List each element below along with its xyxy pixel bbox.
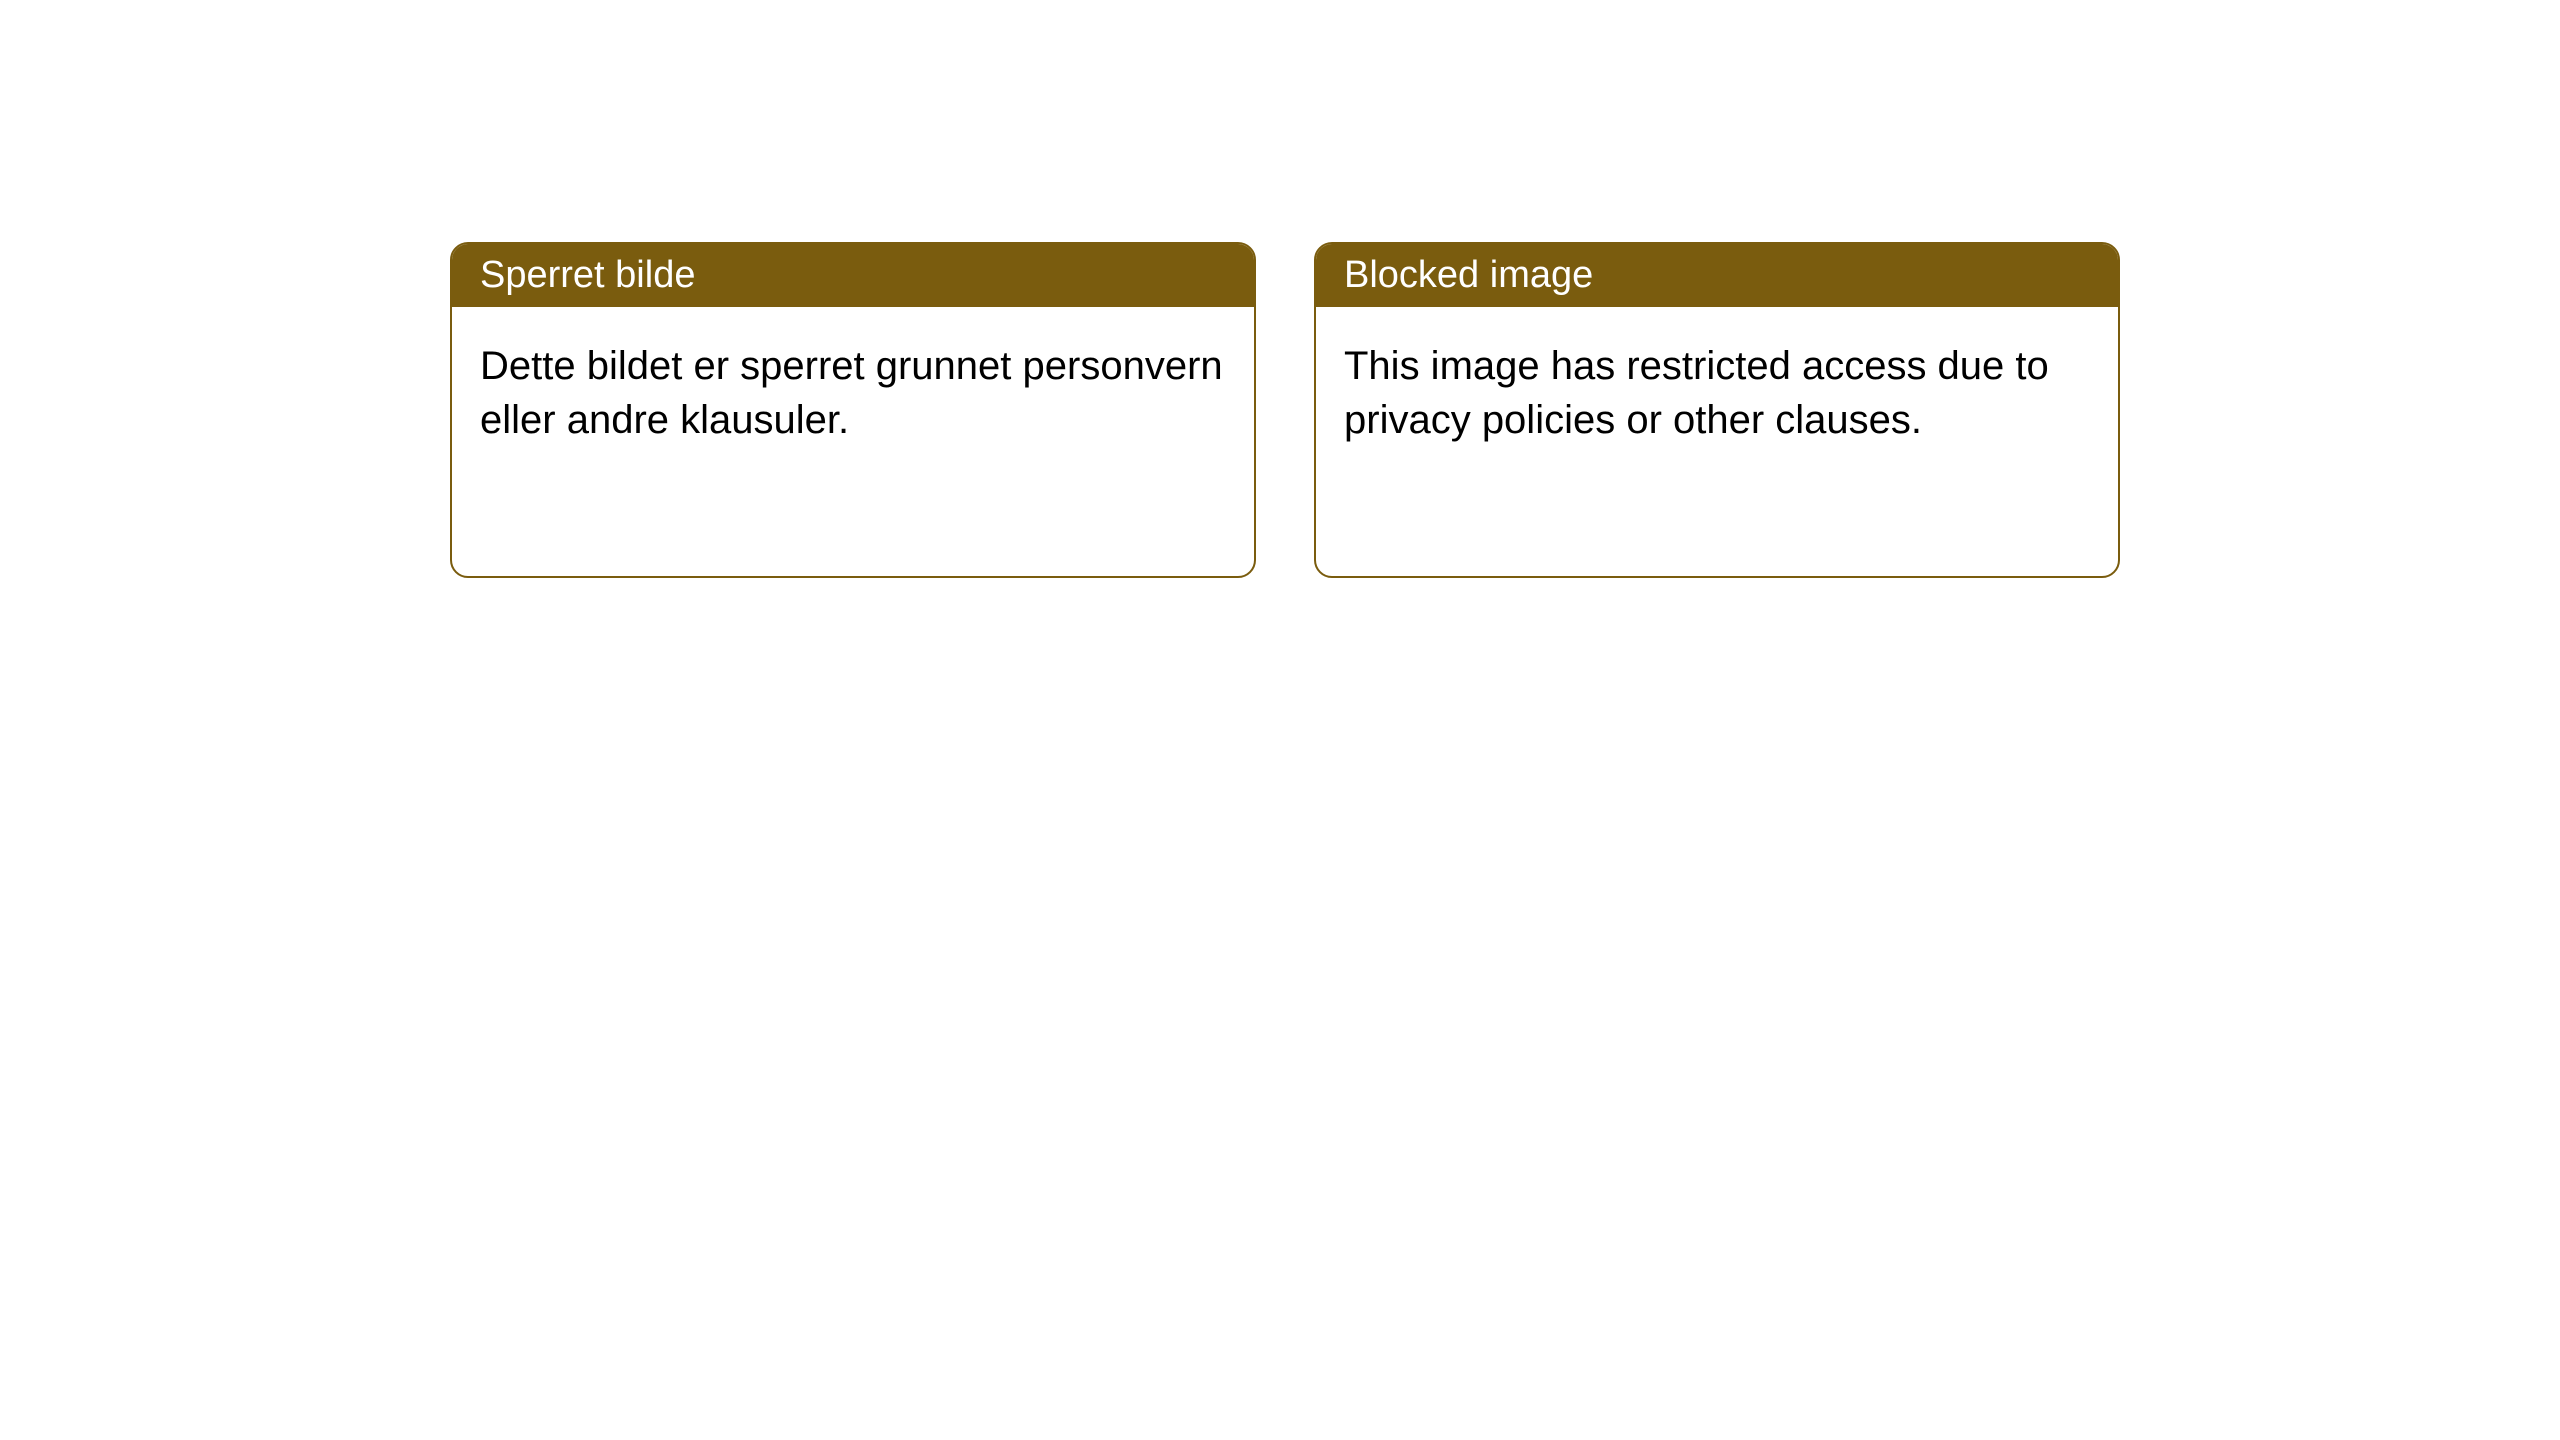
notice-body: This image has restricted access due to … [1316, 307, 2118, 479]
notice-header: Blocked image [1316, 244, 2118, 307]
notice-title: Blocked image [1344, 254, 1593, 296]
notice-box-norwegian: Sperret bilde Dette bildet er sperret gr… [450, 242, 1256, 578]
notice-body-text: Dette bildet er sperret grunnet personve… [480, 344, 1223, 442]
notice-title: Sperret bilde [480, 254, 695, 296]
notice-header: Sperret bilde [452, 244, 1254, 307]
notice-box-english: Blocked image This image has restricted … [1314, 242, 2120, 578]
notice-body: Dette bildet er sperret grunnet personve… [452, 307, 1254, 479]
notice-container: Sperret bilde Dette bildet er sperret gr… [450, 242, 2120, 578]
notice-body-text: This image has restricted access due to … [1344, 344, 2049, 442]
